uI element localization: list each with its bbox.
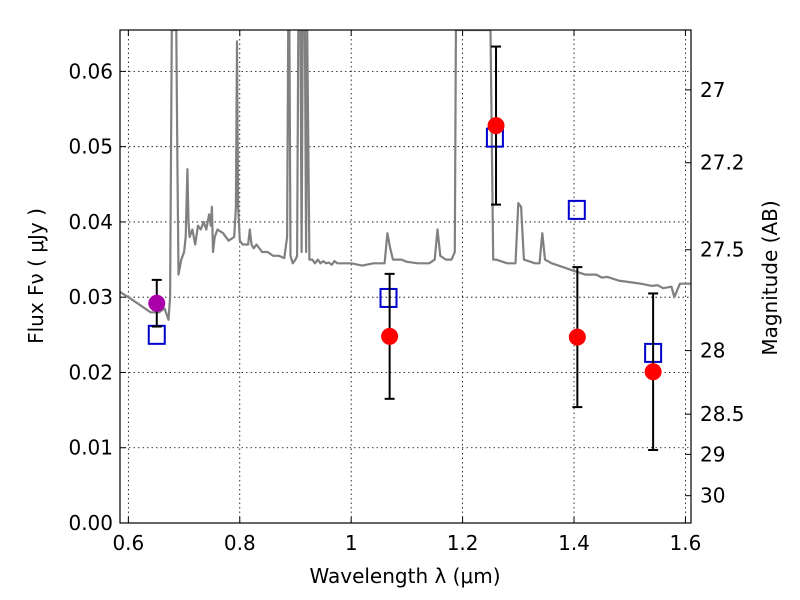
sed-model-line [120, 30, 691, 321]
observed-data-point [381, 327, 399, 345]
y2-tick-label: 28.5 [700, 402, 745, 426]
plot-frame [119, 29, 692, 524]
y-tick-label: 0.04 [68, 210, 113, 234]
x-axis-label: Wavelength λ (μm) [309, 564, 500, 588]
observed-data-point [644, 363, 662, 381]
observed-data-point [487, 117, 505, 135]
ticks-layer: 0.6 0.8 1 1.2 1.4 1.6 0.00 0.01 0.02 0.03 0.04 0.05… [68, 30, 745, 555]
x-tick-label: 0.6 [112, 531, 144, 555]
y-tick-label: 0.01 [68, 436, 113, 460]
y2-tick-label: 27 [700, 78, 725, 102]
model-photometry-marker [567, 199, 586, 220]
y-tick-label: 0.02 [68, 360, 113, 384]
y2-tick-label: 28 [700, 339, 725, 363]
y2-tick-label: 29 [700, 442, 725, 466]
series-layer [120, 30, 691, 451]
model-photometry-marker [379, 287, 398, 308]
optical-data-point [148, 294, 166, 312]
x-tick-label: 1 [345, 531, 358, 555]
model-photometry-marker [147, 324, 166, 345]
y2-axis-label: Magnitude (AB) [758, 200, 782, 355]
observed-data-point [568, 328, 586, 346]
y2-tick-label: 27.5 [700, 238, 745, 262]
y-tick-label: 0.03 [68, 285, 113, 309]
x-tick-label: 1.6 [670, 531, 702, 555]
y-tick-label: 0.00 [68, 511, 113, 535]
x-tick-label: 1.2 [447, 531, 479, 555]
x-tick-label: 0.8 [224, 531, 256, 555]
y-tick-label: 0.05 [68, 135, 113, 159]
y-tick-label: 0.06 [68, 59, 113, 83]
grid-layer [120, 30, 691, 523]
y-axis-label: Flux Fν ( μJy ) [24, 208, 48, 344]
y2-tick-label: 30 [700, 484, 725, 508]
y2-tick-label: 27.2 [700, 151, 745, 175]
x-tick-label: 1.4 [558, 531, 590, 555]
